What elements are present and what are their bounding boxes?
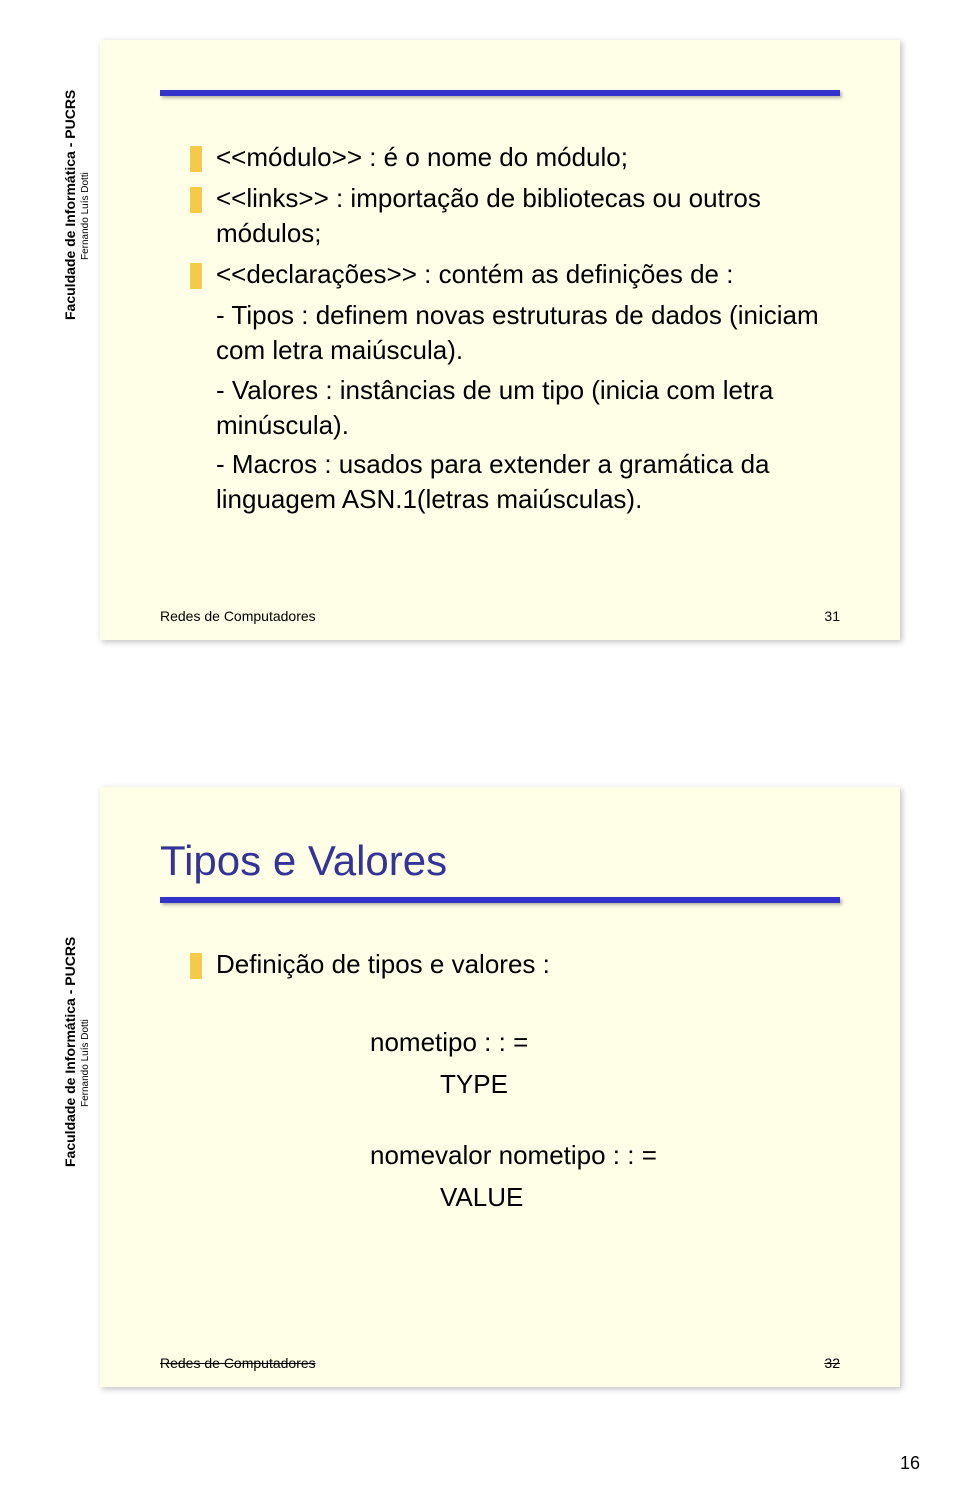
footer-pagenum: 32 xyxy=(824,1355,840,1371)
bullet-text: <<declarações>> : contém as definições d… xyxy=(216,257,850,292)
side-institution-label: Faculdade de Informática - PUCRS xyxy=(62,90,78,320)
sub-line: - Macros : usados para extender a gramát… xyxy=(216,447,850,517)
bullet-item: <<declarações>> : contém as definições d… xyxy=(190,257,850,292)
footer-title: Redes de Computadores xyxy=(160,608,316,624)
bullet-item: <<links>> : importação de bibliotecas ou… xyxy=(190,181,850,251)
code-block: nometipo : : = TYPE nomevalor nometipo :… xyxy=(370,1022,850,1218)
side-institution-label: Faculdade de Informática - PUCRS xyxy=(62,937,78,1167)
page-2: Faculdade de Informática - PUCRS Fernand… xyxy=(0,747,960,1494)
slide-footer: Redes de Computadores 32 xyxy=(160,1355,840,1371)
bullet-icon xyxy=(190,146,202,172)
slide-content: <<módulo>> : é o nome do módulo; <<links… xyxy=(190,140,850,521)
bullet-icon xyxy=(190,263,202,289)
slide-footer: Redes de Computadores 31 xyxy=(160,608,840,624)
bullet-icon xyxy=(190,187,202,213)
side-author-label: Fernando Luís Dotti xyxy=(80,1019,91,1107)
side-author-label: Fernando Luís Dotti xyxy=(80,172,91,260)
bullet-icon xyxy=(190,953,202,979)
footer-title: Redes de Computadores xyxy=(160,1355,316,1371)
title-divider xyxy=(160,897,840,903)
top-divider xyxy=(160,90,840,96)
footer-pagenum: 31 xyxy=(824,608,840,624)
bullet-text: <<links>> : importação de bibliotecas ou… xyxy=(216,181,850,251)
outer-page-number: 16 xyxy=(900,1453,920,1474)
code-line: nometipo : : = xyxy=(370,1022,850,1064)
bullet-text: <<módulo>> : é o nome do módulo; xyxy=(216,140,850,175)
code-line: nomevalor nometipo : : = xyxy=(370,1135,850,1177)
slide-title: Tipos e Valores xyxy=(160,837,447,885)
code-line: TYPE xyxy=(440,1064,850,1106)
slide-content: Definição de tipos e valores : nometipo … xyxy=(190,947,850,1218)
bullet-item: Definição de tipos e valores : xyxy=(190,947,850,982)
code-line: VALUE xyxy=(440,1177,850,1219)
bullet-item: <<módulo>> : é o nome do módulo; xyxy=(190,140,850,175)
page-1: Faculdade de Informática - PUCRS Fernand… xyxy=(0,0,960,747)
bullet-text: Definição de tipos e valores : xyxy=(216,947,850,982)
slide-31: <<módulo>> : é o nome do módulo; <<links… xyxy=(100,40,900,640)
sub-line: - Valores : instâncias de um tipo (inici… xyxy=(216,373,850,443)
sub-line: - Tipos : definem novas estruturas de da… xyxy=(216,298,850,368)
slide-32: Tipos e Valores Definição de tipos e val… xyxy=(100,787,900,1387)
